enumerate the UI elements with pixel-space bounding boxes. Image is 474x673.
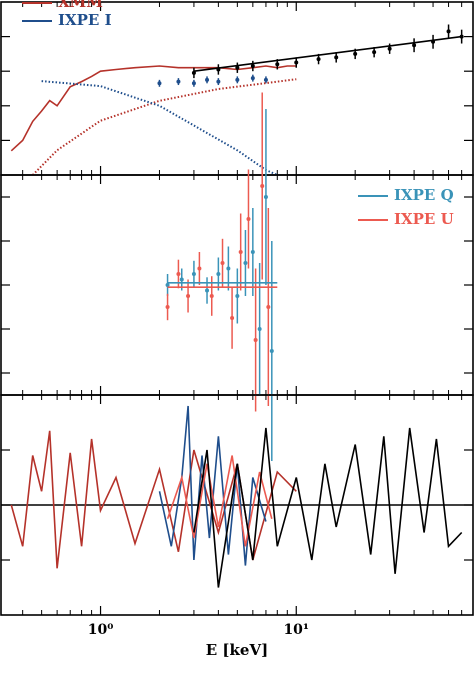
legend-label: IXPE U — [394, 210, 454, 228]
data-point — [250, 64, 255, 69]
data-point — [176, 272, 181, 276]
data-point — [269, 349, 274, 353]
data-point — [209, 294, 214, 298]
data-point — [230, 316, 235, 320]
data-point — [191, 81, 196, 86]
x-tick-label: 10¹ — [283, 622, 309, 638]
model-component — [41, 80, 278, 176]
data-point — [197, 266, 202, 271]
x-tick-label: 10⁰ — [88, 622, 114, 638]
data-point — [250, 76, 255, 81]
data-line — [166, 455, 273, 547]
data-point — [372, 50, 377, 55]
data-line — [10, 430, 297, 569]
data-point — [176, 79, 181, 84]
data-point — [226, 266, 231, 271]
data-point — [235, 294, 240, 298]
data-point — [191, 70, 196, 75]
data-point — [246, 217, 251, 221]
data-point — [205, 77, 210, 82]
data-point — [165, 305, 170, 309]
data-point — [253, 338, 258, 342]
legend-label: IXPE Q — [394, 186, 454, 204]
data-point — [412, 43, 417, 48]
data-point — [275, 62, 280, 67]
data-point — [263, 195, 268, 199]
data-point — [294, 60, 299, 65]
data-point — [238, 250, 243, 254]
data-point — [235, 77, 240, 82]
data-point — [316, 57, 321, 62]
data-point — [243, 261, 248, 265]
data-point — [250, 250, 255, 254]
data-line — [10, 65, 297, 152]
data-point — [266, 305, 271, 309]
data-point — [220, 261, 225, 265]
data-point — [263, 77, 268, 82]
data-point — [179, 277, 184, 282]
data-point — [446, 29, 451, 34]
legend-label: IXPE I — [58, 11, 112, 29]
data-line — [193, 427, 463, 588]
data-line — [193, 35, 462, 72]
data-point — [353, 51, 358, 56]
x-axis-label: E [keV] — [206, 641, 268, 659]
data-point — [165, 283, 170, 287]
legend-label: XMM — [58, 0, 103, 11]
data-point — [157, 81, 162, 86]
model-component — [31, 78, 297, 176]
data-point — [235, 65, 240, 70]
data-point — [216, 79, 221, 84]
data-point — [191, 272, 196, 276]
data-point — [387, 46, 392, 51]
data-point — [205, 288, 210, 293]
data-point — [186, 294, 191, 298]
data-point — [257, 327, 262, 331]
data-point — [216, 272, 221, 276]
data-point — [260, 184, 265, 188]
data-point — [334, 55, 339, 60]
